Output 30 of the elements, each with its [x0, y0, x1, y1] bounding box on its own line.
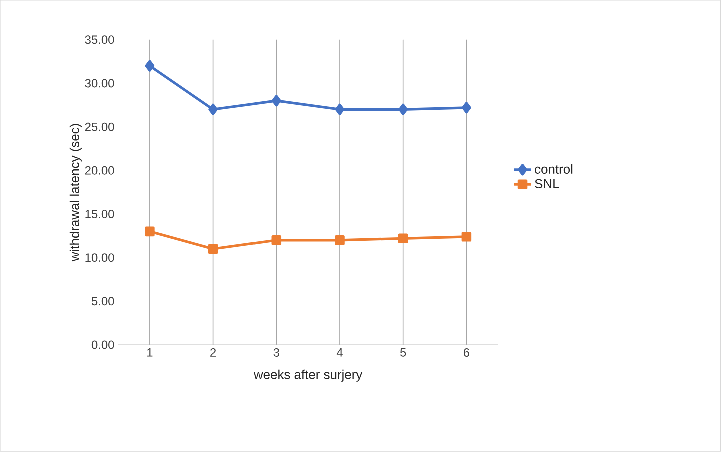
point	[398, 104, 408, 116]
x-tick-label: 1	[148, 348, 153, 357]
x-axis-title: weeks after surjery	[254, 370, 363, 382]
x-tick-label: 5	[400, 348, 406, 357]
point	[145, 60, 155, 72]
y-axis-title: withdrawal latency (sec)	[70, 124, 82, 262]
y-tick-label: 35.00	[85, 36, 114, 44]
point	[462, 102, 472, 114]
y-tick-label: 15.00	[86, 210, 114, 218]
y-tick-label: 25.00	[85, 122, 114, 132]
y-tick-label: 0.00	[92, 340, 114, 350]
point	[208, 104, 218, 116]
x-tick-label: 2	[210, 348, 216, 357]
point	[208, 244, 218, 254]
point	[145, 226, 155, 237]
y-tick-label: 20.00	[85, 166, 114, 175]
point	[335, 104, 345, 116]
y-tick-label: 10.00	[86, 254, 114, 262]
y-tick-label: 30.00	[85, 79, 114, 88]
x-tick-label: 3	[274, 348, 280, 358]
legend-label: SNL	[535, 179, 560, 189]
point	[335, 236, 345, 246]
point	[272, 95, 282, 107]
point	[272, 236, 282, 246]
point	[462, 232, 472, 242]
x-tick-label: 6	[464, 348, 470, 358]
point	[398, 234, 408, 244]
y-tick-label: 5.00	[92, 297, 114, 306]
x-tick-label: 4	[336, 348, 343, 357]
legend-label: control	[535, 164, 573, 174]
